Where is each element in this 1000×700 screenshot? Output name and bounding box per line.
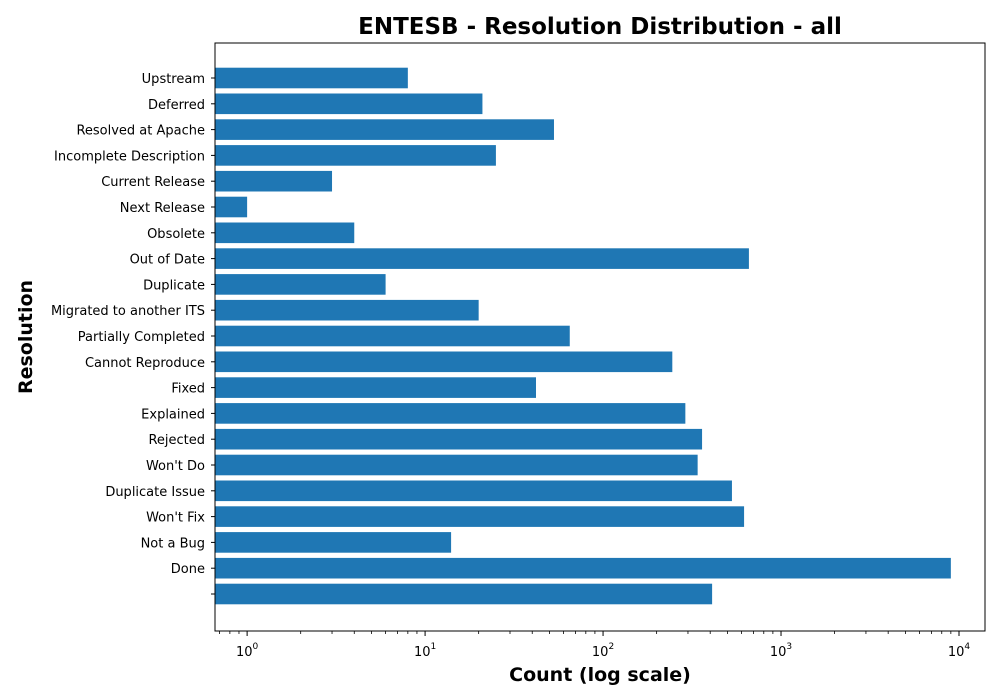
y-tick-label: Done [171, 562, 205, 577]
bar [215, 377, 536, 398]
x-ticks-layer: 100 101 102 103 104 [219, 631, 971, 660]
y-ticks-layer: Done Not a Bug Won't Fix Duplicate Issue Won… [51, 72, 215, 595]
y-tick-label: Not a Bug [141, 536, 205, 551]
bar [215, 248, 749, 269]
y-tick-label: Resolved at Apache [76, 124, 205, 139]
x-tick-label: 100 [236, 642, 259, 660]
y-tick-label: Partially Completed [78, 330, 205, 345]
y-tick-label: Rejected [148, 433, 205, 448]
bar [215, 583, 713, 605]
y-tick-label: Duplicate [143, 278, 205, 293]
y-tick-label: Obsolete [147, 227, 205, 242]
x-axis-label: Count (log scale) [509, 664, 691, 686]
y-tick-label: Current Release [101, 175, 205, 190]
y-tick-label: Upstream [142, 72, 205, 87]
bar [215, 196, 248, 218]
chart-title: ENTESB - Resolution Distribution - all [358, 14, 842, 40]
y-tick-label: Explained [141, 407, 205, 422]
bar [215, 480, 732, 502]
bars-layer [215, 67, 951, 605]
bar [215, 403, 686, 424]
y-tick-label: Duplicate Issue [105, 485, 205, 500]
y-tick-label: Won't Do [146, 459, 205, 474]
x-tick-label: 102 [592, 642, 614, 660]
bar [215, 506, 745, 527]
bar [215, 170, 333, 192]
y-tick-label: Incomplete Description [54, 149, 205, 164]
bar [215, 67, 408, 89]
y-tick-label: Migrated to another ITS [51, 304, 205, 319]
x-tick-label: 103 [770, 642, 792, 660]
bar [215, 119, 554, 140]
bar [215, 351, 673, 373]
y-tick-label: Fixed [171, 382, 205, 397]
plot-frame [214, 42, 986, 632]
bar [215, 428, 703, 450]
x-tick-label: 101 [414, 642, 436, 660]
bar [215, 325, 570, 347]
x-tick-label: 104 [948, 642, 971, 660]
y-tick-label: Deferred [148, 98, 205, 113]
y-tick-label: Out of Date [130, 253, 205, 268]
bar [215, 557, 951, 579]
bar [215, 145, 496, 166]
y-tick-label: Cannot Reproduce [85, 356, 205, 371]
bar [215, 274, 386, 295]
y-axis-label: Resolution [15, 280, 37, 394]
y-tick-label: Next Release [120, 201, 205, 216]
bar [215, 299, 479, 321]
bar [215, 454, 698, 476]
bar [215, 93, 483, 115]
y-tick-label: Won't Fix [146, 511, 205, 526]
bar [215, 222, 355, 244]
bar [215, 532, 452, 553]
